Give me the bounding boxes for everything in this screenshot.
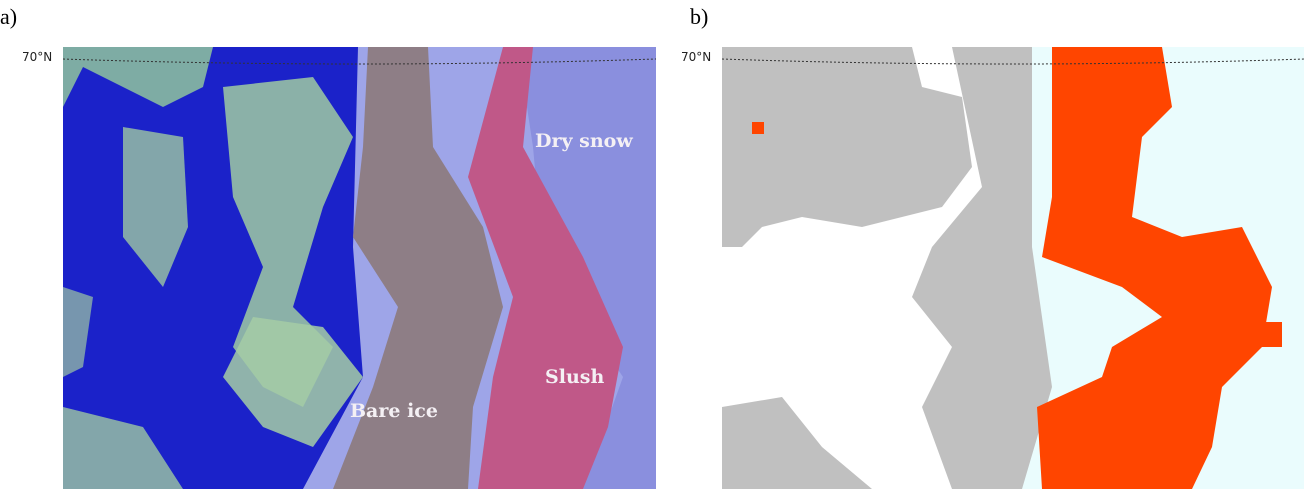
latitude-label: 70°N [22, 50, 52, 64]
panel-label: b) [690, 4, 708, 30]
annotation: Bare ice [350, 400, 438, 422]
classification-map [722, 47, 1304, 489]
latitude-label: 70°N [681, 50, 711, 64]
page: a) b) 70°N 70°N Bare ice Slush Dry snow … [0, 0, 1304, 489]
panel-label: a) [0, 4, 17, 30]
satellite-map: Bare ice Slush Dry snow [63, 47, 656, 489]
annotation: Dry snow [535, 130, 633, 152]
annotation: Slush [545, 366, 604, 388]
